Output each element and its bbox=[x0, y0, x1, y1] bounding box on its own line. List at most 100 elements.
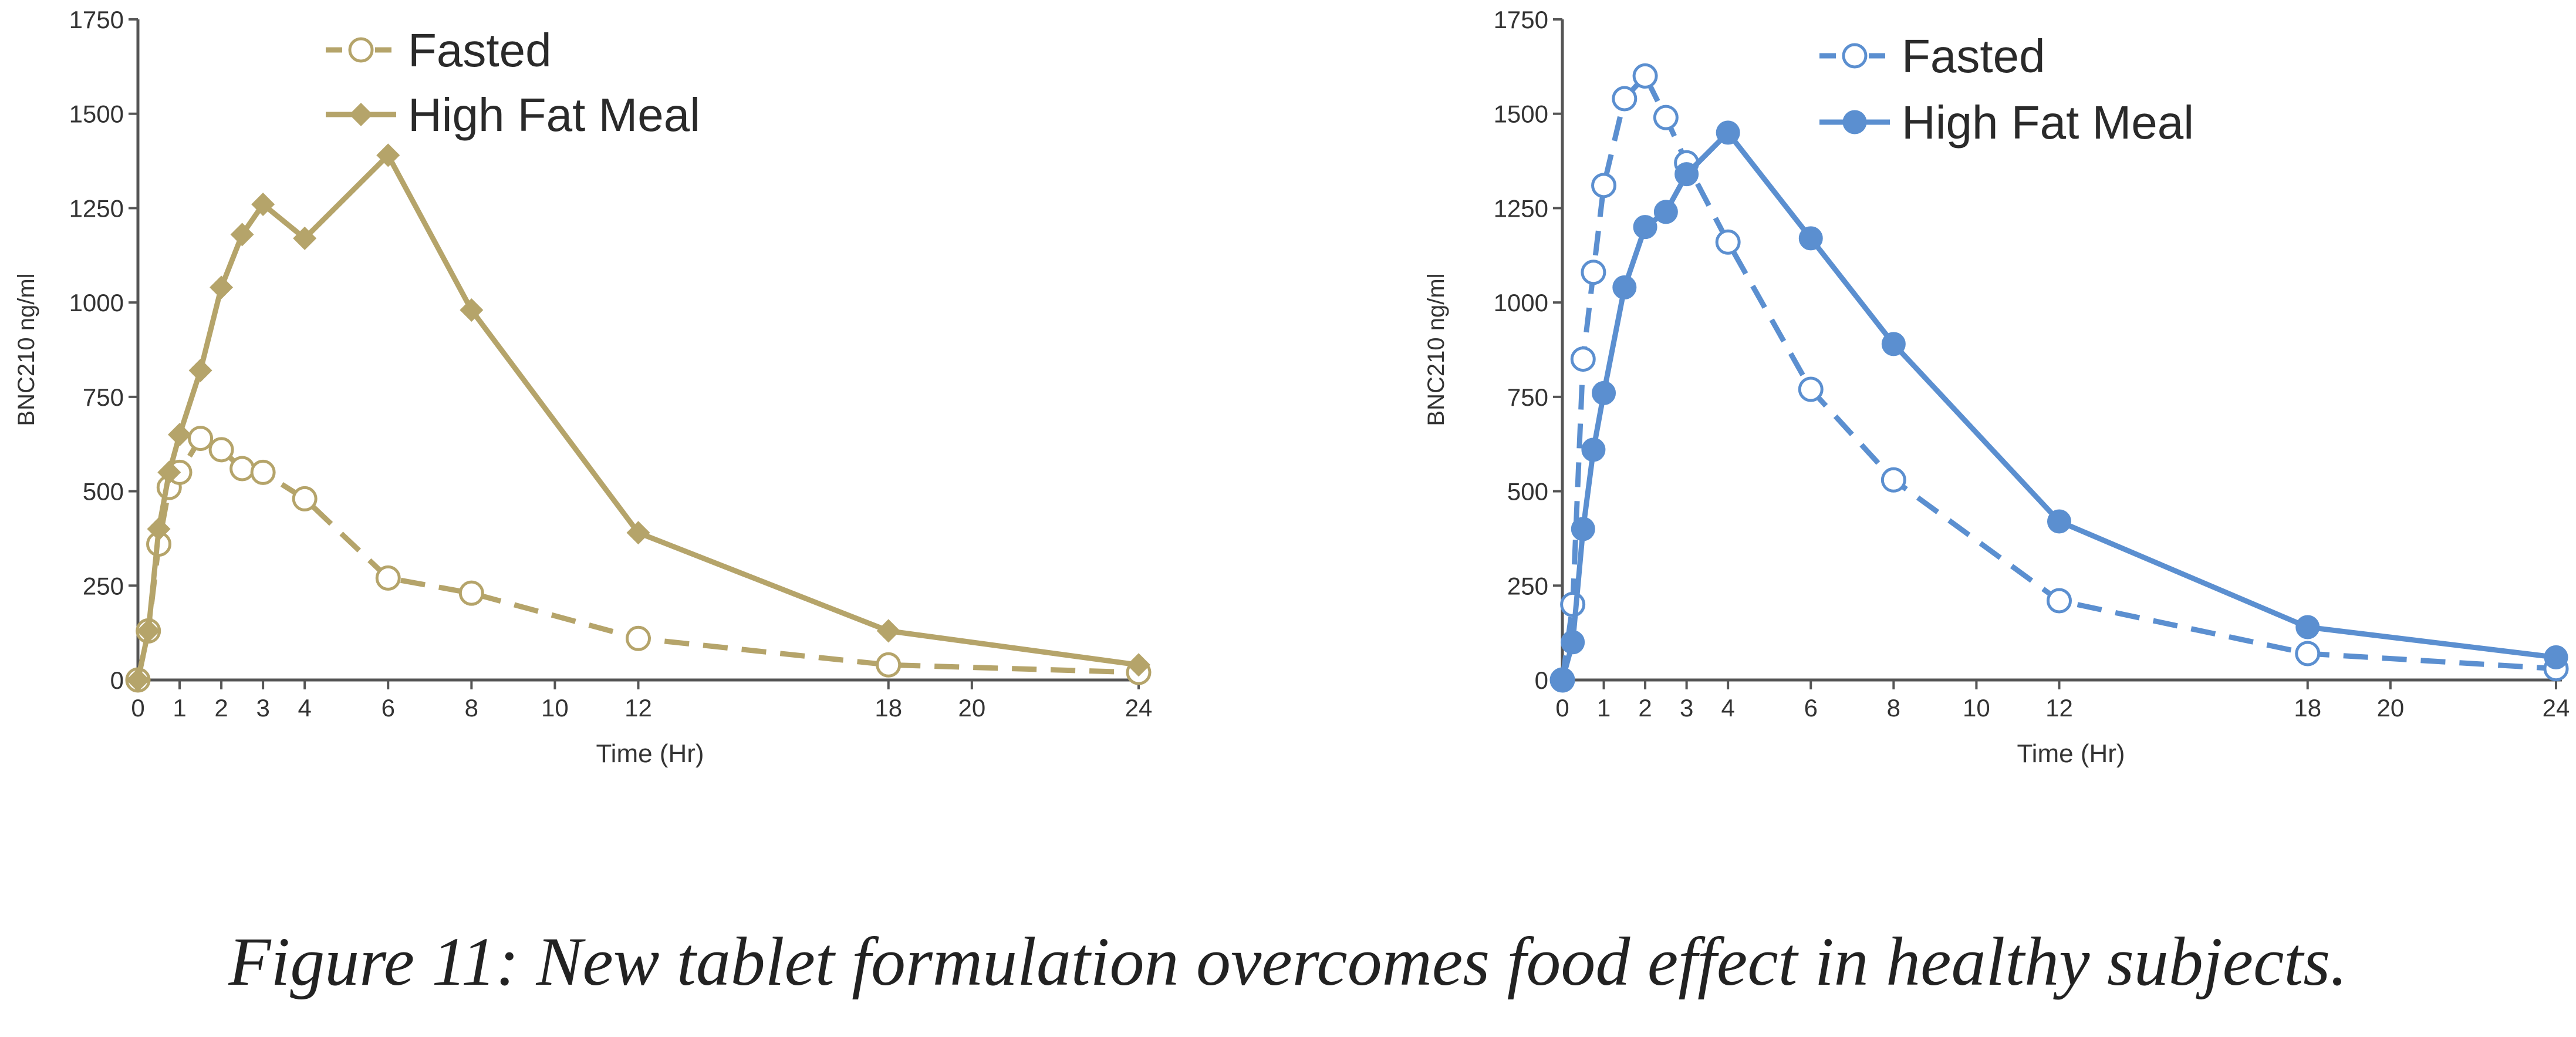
left-y-tick-label: 1500 bbox=[69, 100, 124, 128]
right-legend-marker-high-fat-meal bbox=[1842, 110, 1867, 134]
right-data-point bbox=[1632, 63, 1658, 89]
left-data-point bbox=[168, 423, 192, 447]
left-data-point bbox=[210, 275, 234, 299]
left-x-axis-label: Time (Hr) bbox=[596, 739, 704, 768]
left-x-tick-label: 8 bbox=[465, 694, 478, 722]
right-data-point bbox=[1592, 381, 1616, 405]
left-data-point bbox=[136, 619, 160, 643]
right-legend-marker-fasted bbox=[1842, 43, 1868, 69]
left-legend-label-fasted: Fasted bbox=[408, 24, 552, 76]
left-data-point bbox=[250, 459, 276, 485]
right-data-point bbox=[2047, 588, 2072, 614]
right-data-point bbox=[1570, 346, 1596, 372]
right-x-tick-label: 3 bbox=[1680, 694, 1693, 722]
left-x-tick-label: 3 bbox=[256, 694, 269, 722]
right-data-point bbox=[1612, 86, 1638, 112]
right-data-point bbox=[1581, 437, 1606, 462]
right-x-tick-label: 10 bbox=[1963, 694, 1990, 722]
left-data-point bbox=[876, 619, 900, 643]
right-data-point bbox=[1561, 630, 1585, 655]
left-y-tick-label: 1250 bbox=[69, 194, 124, 222]
right-data-point bbox=[1571, 517, 1595, 541]
left-data-point bbox=[147, 517, 171, 541]
left-x-tick-label: 12 bbox=[624, 694, 652, 722]
left-data-point bbox=[293, 226, 317, 250]
right-x-axis-label: Time (Hr) bbox=[2017, 739, 2125, 768]
left-legend-label-high-fat-meal: High Fat Meal bbox=[408, 89, 700, 141]
left-data-point bbox=[460, 298, 484, 322]
left-x-tick-label: 10 bbox=[541, 694, 569, 722]
right-data-point bbox=[1550, 668, 1575, 692]
right-x-tick-label: 4 bbox=[1721, 694, 1734, 722]
left-data-point bbox=[626, 521, 650, 545]
left-data-point bbox=[1127, 653, 1150, 677]
left-data-point bbox=[292, 486, 318, 511]
left-x-tick-label: 20 bbox=[958, 694, 985, 722]
left-y-tick-label: 1750 bbox=[69, 6, 124, 33]
left-data-point bbox=[188, 426, 214, 452]
left-y-tick-label: 500 bbox=[83, 478, 124, 506]
right-x-tick-label: 20 bbox=[2376, 694, 2404, 722]
right-data-point bbox=[2544, 645, 2568, 669]
left-x-tick-label: 2 bbox=[214, 694, 228, 722]
right-y-tick-label: 1500 bbox=[1494, 100, 1548, 128]
left-data-point bbox=[376, 143, 400, 167]
right-x-tick-label: 24 bbox=[2543, 694, 2570, 722]
left-data-point bbox=[375, 565, 401, 591]
right-data-point bbox=[1653, 105, 1679, 130]
right-data-point bbox=[1798, 226, 1823, 251]
right-data-point bbox=[1716, 120, 1740, 145]
right-data-point bbox=[1591, 173, 1617, 198]
left-y-tick-label: 0 bbox=[110, 666, 124, 694]
right-data-point bbox=[1880, 467, 1906, 493]
right-data-point bbox=[1560, 591, 1586, 617]
right-data-point bbox=[1674, 162, 1699, 187]
left-data-point bbox=[157, 460, 181, 484]
left-y-tick-label: 1000 bbox=[69, 289, 124, 317]
right-x-tick-label: 18 bbox=[2294, 694, 2321, 722]
left-data-point bbox=[126, 668, 150, 692]
left-x-tick-label: 1 bbox=[173, 694, 186, 722]
right-legend-label-fasted: Fasted bbox=[1902, 30, 2045, 82]
left-y-tick-label: 250 bbox=[83, 572, 124, 600]
left-data-point bbox=[230, 223, 254, 247]
right-data-point bbox=[1581, 260, 1606, 285]
left-series-line-high-fat-meal bbox=[135, 152, 1139, 681]
right-y-tick-label: 250 bbox=[1507, 572, 1548, 600]
left-x-tick-label: 6 bbox=[381, 694, 395, 722]
right-legend-label-high-fat-meal: High Fat Meal bbox=[1902, 96, 2194, 149]
right-x-tick-label: 0 bbox=[1555, 694, 1569, 722]
right-y-tick-label: 0 bbox=[1535, 666, 1548, 694]
left-y-axis-label: BNC210 ng/ml bbox=[13, 273, 39, 426]
right-y-axis-label: BNC210 ng/ml bbox=[1423, 273, 1449, 426]
right-x-tick-label: 8 bbox=[1887, 694, 1900, 722]
right-x-tick-label: 6 bbox=[1804, 694, 1818, 722]
left-data-point bbox=[229, 456, 255, 482]
right-data-point bbox=[1881, 332, 1906, 356]
left-x-tick-label: 18 bbox=[875, 694, 902, 722]
right-x-tick-label: 2 bbox=[1638, 694, 1652, 722]
right-data-point bbox=[1612, 275, 1637, 299]
right-data-point bbox=[1798, 376, 1824, 402]
right-data-point bbox=[2295, 641, 2321, 666]
right-data-point bbox=[1633, 215, 1657, 240]
left-legend-marker-high-fat-meal bbox=[349, 103, 373, 126]
right-y-tick-label: 1000 bbox=[1494, 289, 1548, 317]
left-data-point bbox=[188, 358, 212, 382]
right-y-tick-label: 750 bbox=[1507, 383, 1548, 411]
right-data-point bbox=[2047, 509, 2071, 534]
left-x-tick-label: 0 bbox=[131, 694, 144, 722]
right-data-point bbox=[1715, 229, 1741, 255]
left-data-point bbox=[208, 437, 234, 463]
left-x-tick-label: 4 bbox=[298, 694, 311, 722]
left-y-tick-label: 750 bbox=[83, 383, 124, 411]
left-x-tick-label: 24 bbox=[1125, 694, 1153, 722]
left-data-point bbox=[251, 193, 275, 216]
left-legend-marker-fasted bbox=[348, 37, 374, 63]
left-data-point bbox=[876, 652, 902, 678]
right-data-point bbox=[2295, 615, 2320, 639]
left-data-point bbox=[626, 625, 651, 651]
